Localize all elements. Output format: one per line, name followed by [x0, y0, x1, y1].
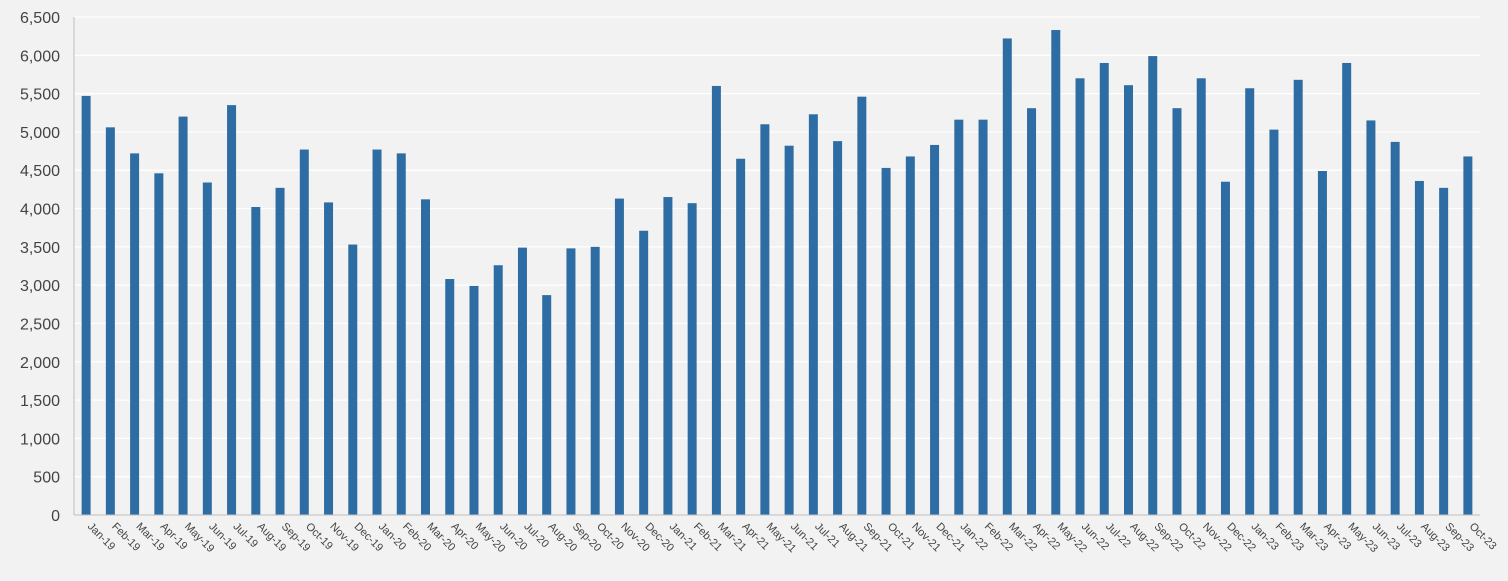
- bar: [1269, 129, 1279, 515]
- bar: [566, 248, 576, 515]
- y-tick-label: 6,000: [20, 48, 60, 65]
- bar: [251, 207, 261, 515]
- y-tick-label: 2,000: [20, 355, 60, 372]
- bar: [299, 149, 309, 515]
- bar: [1196, 78, 1206, 516]
- bar: [105, 127, 115, 515]
- bar: [130, 153, 140, 516]
- y-tick-label: 1,500: [20, 393, 60, 410]
- bar: [275, 187, 285, 516]
- bar: [881, 167, 891, 515]
- bar: [833, 141, 843, 515]
- bar: [808, 114, 818, 515]
- bar: [1220, 181, 1230, 515]
- y-tick-label: 4,000: [20, 202, 60, 219]
- y-tick-label: 5,500: [20, 87, 60, 104]
- bar: [202, 182, 212, 515]
- gridlines: [74, 16, 1480, 478]
- bar: [396, 153, 406, 516]
- bar: [372, 149, 382, 515]
- y-tick-label: 5,000: [20, 125, 60, 142]
- bar: [421, 199, 430, 516]
- bar: [1439, 187, 1449, 516]
- y-tick-label: 500: [33, 470, 60, 487]
- y-tick-label: 4,500: [20, 163, 60, 180]
- bar: [954, 119, 964, 515]
- bar: [517, 247, 527, 515]
- bar: [1366, 120, 1376, 515]
- bar: [930, 144, 940, 515]
- bar: [1027, 108, 1037, 516]
- y-tick-label: 6,500: [20, 10, 60, 27]
- bar: [178, 116, 188, 515]
- bar: [639, 230, 649, 515]
- bar: [1293, 79, 1303, 515]
- bar: [1075, 78, 1085, 516]
- bar: [760, 124, 770, 515]
- y-tick-label: 3,000: [20, 278, 60, 295]
- bar: [736, 158, 746, 515]
- bar: [687, 203, 697, 515]
- bar: [1463, 156, 1473, 515]
- bar: [614, 198, 624, 515]
- bar: [348, 244, 358, 515]
- bar: [711, 85, 721, 515]
- bar: [1342, 62, 1352, 515]
- bar: [784, 145, 794, 515]
- bar: [590, 246, 600, 515]
- bar: [978, 119, 988, 515]
- bar: [1414, 180, 1424, 516]
- bar: [857, 96, 867, 516]
- bar: [1051, 30, 1061, 515]
- bar: [1148, 56, 1158, 515]
- bar: [1245, 88, 1255, 515]
- y-tick-label: 2,500: [20, 316, 60, 333]
- y-tick-label: 3,500: [20, 240, 60, 257]
- bar: [324, 202, 334, 515]
- bar: [227, 105, 237, 515]
- bar: [81, 95, 91, 515]
- x-axis: Jan-19Feb-19Mar-19Apr-19May-19Jun-19Jul-…: [74, 514, 1499, 555]
- bar: [1317, 170, 1327, 515]
- bar: [154, 173, 164, 515]
- bar: [493, 265, 503, 515]
- bar: [1099, 62, 1109, 515]
- bar: [905, 156, 915, 515]
- bar: [663, 197, 673, 516]
- bar: [1124, 85, 1133, 516]
- y-axis: 0 500 1,000 1,500 2,000 2,500 3,000 3,500 4,000 4…: [20, 10, 75, 525]
- bar: [1390, 141, 1400, 516]
- bar: [542, 295, 552, 515]
- bar: [1002, 38, 1012, 516]
- y-tick-label: 1,000: [20, 431, 60, 448]
- bar: [1172, 108, 1182, 516]
- bar: [469, 285, 479, 515]
- bar: [445, 279, 455, 515]
- y-tick-label: 0: [51, 508, 60, 525]
- bars: [81, 30, 1473, 516]
